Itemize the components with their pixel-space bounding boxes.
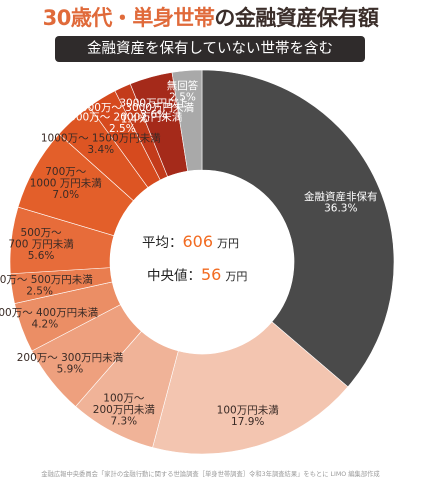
median-unit: 万円 bbox=[225, 270, 247, 283]
slice-name-12: 無回答 bbox=[167, 79, 199, 92]
slice-label-12: 無回答 2.5% bbox=[167, 79, 199, 104]
slice-name-0: 金融資産非保有 bbox=[304, 190, 378, 203]
slice-value-1: 17.9% bbox=[231, 416, 264, 428]
slice-label-7: 700万～ 1000 万円未満 7.0% bbox=[30, 166, 103, 201]
slice-name-6: 500万～ bbox=[21, 227, 63, 239]
slice-name-8: 1000万～ 1500万円未満 bbox=[41, 132, 161, 144]
slice-name-2: 200万円未満 bbox=[93, 404, 156, 416]
slice-name-1: 100万円未満 bbox=[217, 404, 280, 416]
slice-label-2: 100万～ 200万円未満 7.3% bbox=[93, 392, 156, 427]
slice-name-4: 300万～ 400万円未満 bbox=[0, 307, 99, 319]
title-rest: の金融資産保有額 bbox=[214, 6, 379, 30]
average-value: 606 bbox=[183, 232, 214, 251]
slice-value-7: 7.0% bbox=[52, 189, 79, 201]
slice-name-5: 400万～ 500万円未満 bbox=[0, 274, 93, 286]
slice-value-11: 3.6% bbox=[140, 109, 167, 121]
slice-name-7: 700万～ bbox=[45, 166, 87, 178]
donut-slices bbox=[9, 69, 395, 455]
median-value: 56 bbox=[201, 265, 221, 284]
slice-name-10: 2000万～ 3000万円未満 bbox=[74, 102, 194, 114]
slice-label-10: 2000万～ 3000万円未満 1.4% bbox=[74, 102, 194, 126]
slice-value-8: 3.4% bbox=[87, 144, 114, 156]
slice-name-3: 200万～ 300万円未満 bbox=[17, 352, 124, 364]
title-accent: 30歳代・単身世帯 bbox=[42, 6, 215, 30]
slice-label-3: 200万～ 300万円未満 5.9% bbox=[17, 352, 124, 376]
slice-label-8: 1000万～ 1500万円未満 3.4% bbox=[41, 132, 161, 156]
slice-label-6: 500万～ 700 万円未満 5.6% bbox=[8, 227, 74, 262]
slice-name-11: 3000万円以上 bbox=[119, 97, 188, 109]
slice-name-9: 1500万～ 2000万円未満 bbox=[62, 111, 182, 123]
slice-label-11: 3000万円以上 3.6% bbox=[119, 97, 188, 121]
donut-hole bbox=[110, 170, 294, 354]
slice-value-6: 5.6% bbox=[28, 250, 55, 262]
slice-value-10: 1.4% bbox=[121, 113, 148, 125]
slice-label-9: 1500万～ 2000万円未満 2.5% bbox=[62, 111, 182, 134]
average-line: 平均：606 万円 bbox=[142, 232, 239, 251]
donut-center: 平均：606 万円 中央値：56 万円 bbox=[142, 232, 247, 284]
slice-value-4: 4.2% bbox=[32, 319, 59, 331]
slice-value-2: 7.3% bbox=[110, 415, 137, 427]
slice-name-2: 100万～ bbox=[103, 392, 145, 404]
page-title: 30歳代・単身世帯の金融資産保有額 bbox=[0, 2, 421, 32]
slice-value-12: 2.5% bbox=[169, 91, 196, 103]
slice-value-9: 2.5% bbox=[109, 123, 136, 135]
source-note: 金融広報中央委員会「家計の金融行動に関する世論調査［単身世帯調査］令和3年調査結… bbox=[41, 471, 380, 478]
slice-name-6: 700 万円未満 bbox=[8, 238, 74, 250]
slice-label-0: 金融資産非保有 36.3% bbox=[304, 190, 378, 215]
median-label: 中央値： bbox=[147, 268, 201, 284]
subtitle-banner: 金融資産を保有していない世帯を含む bbox=[55, 36, 365, 62]
slice-value-3: 5.9% bbox=[57, 364, 84, 376]
slice-labels: 金融資産非保有 36.3% 100万円未満 17.9% 100万～ 200万円未満 7.3%… bbox=[0, 79, 378, 428]
median-line: 中央値：56 万円 bbox=[147, 265, 247, 284]
slice-label-1: 100万円未満 17.9% bbox=[217, 404, 280, 428]
slice-label-4: 300万～ 400万円未満 4.2% bbox=[0, 307, 99, 331]
slice-value-0: 36.3% bbox=[324, 203, 357, 215]
average-label: 平均： bbox=[142, 235, 183, 251]
average-unit: 万円 bbox=[217, 237, 239, 250]
slice-name-7: 1000 万円未満 bbox=[30, 177, 103, 189]
slice-value-5: 2.5% bbox=[26, 286, 53, 298]
